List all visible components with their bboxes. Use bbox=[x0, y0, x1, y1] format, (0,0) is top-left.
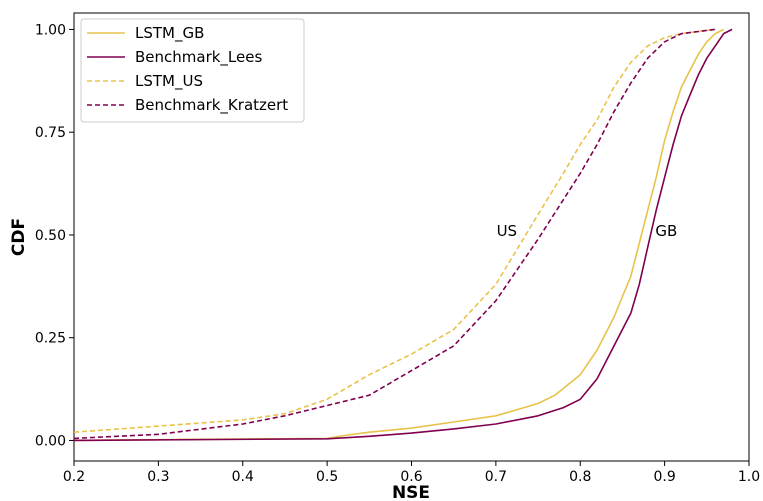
y-tick-label: 0.50 bbox=[35, 228, 66, 244]
series-line-lstm-us bbox=[73, 28, 716, 433]
x-axis-label: NSE bbox=[392, 483, 430, 501]
legend-label: Benchmark_Kratzert bbox=[135, 96, 288, 115]
x-tick-label: 0.6 bbox=[400, 469, 422, 485]
series-line-benchmark-kratzert bbox=[73, 28, 716, 440]
x-tick-label: 0.8 bbox=[569, 469, 591, 485]
y-tick-label: 0.75 bbox=[35, 125, 66, 141]
x-tick-label: 0.3 bbox=[147, 469, 169, 485]
y-tick-label: 0.25 bbox=[35, 331, 66, 347]
y-axis-label: CDF bbox=[9, 218, 29, 256]
x-tick-label: 0.9 bbox=[653, 469, 675, 485]
legend: LSTM_GB Benchmark_Lees LSTM_US Benchmark_Kr… bbox=[80, 18, 305, 123]
series-layer bbox=[73, 28, 733, 442]
series-line-lstm-gb bbox=[73, 28, 725, 442]
annotation-layer: US GB bbox=[497, 222, 678, 240]
legend-label: LSTM_US bbox=[135, 72, 203, 91]
x-tick-label: 1.0 bbox=[738, 469, 760, 485]
y-tick-label: 0.00 bbox=[35, 433, 66, 449]
annotation-us: US bbox=[497, 222, 518, 240]
x-axis: 0.2 0.3 0.4 0.5 0.6 0.7 0.8 0.9 1.0 bbox=[63, 461, 760, 485]
annotation-gb: GB bbox=[655, 222, 677, 240]
legend-label: Benchmark_Lees bbox=[135, 48, 262, 67]
x-tick-label: 0.7 bbox=[485, 469, 507, 485]
series-line-benchmark-lees bbox=[73, 28, 733, 442]
x-tick-label: 0.5 bbox=[316, 469, 338, 485]
x-tick-label: 0.4 bbox=[232, 469, 254, 485]
x-tick-label: 0.2 bbox=[63, 469, 85, 485]
y-axis: 0.00 0.25 0.50 0.75 1.00 bbox=[35, 22, 74, 449]
legend-box bbox=[80, 18, 305, 123]
y-tick-label: 1.00 bbox=[35, 22, 66, 38]
legend-label: LSTM_GB bbox=[135, 24, 204, 43]
